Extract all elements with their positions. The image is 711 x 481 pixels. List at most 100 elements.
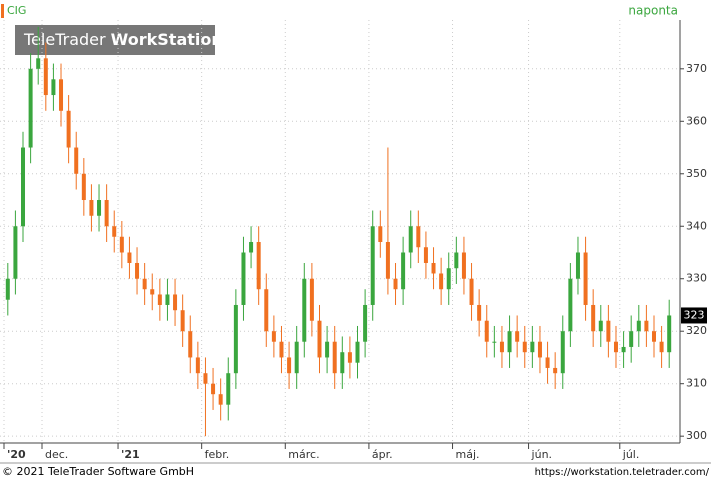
candle-body xyxy=(127,252,132,263)
candle-body xyxy=(195,357,200,374)
y-tick-label: 320 xyxy=(686,324,707,337)
candle-body xyxy=(651,331,656,342)
candle-body xyxy=(309,278,314,321)
candle-body xyxy=(492,341,497,343)
x-tick-label: jún. xyxy=(531,448,553,461)
candle-body xyxy=(340,352,345,374)
candle-body xyxy=(74,147,79,174)
x-tick-label: dec. xyxy=(45,448,68,461)
candle-body xyxy=(446,268,451,290)
candle-body xyxy=(211,383,216,395)
candle-body xyxy=(416,226,421,248)
candle-body xyxy=(522,341,527,353)
candle-body xyxy=(568,278,573,332)
candle-body xyxy=(233,304,238,374)
candle-body xyxy=(439,273,444,290)
last-price-box xyxy=(681,307,707,324)
y-tick-label: 310 xyxy=(686,377,707,390)
candle-body xyxy=(287,357,292,374)
y-tick-label: 370 xyxy=(686,62,707,75)
candle-body xyxy=(606,320,611,342)
candle-body xyxy=(5,278,10,300)
candle-body xyxy=(667,315,672,353)
candle-body xyxy=(218,394,223,405)
candle-body xyxy=(515,331,520,342)
candle-body xyxy=(385,241,390,279)
interval: naponta xyxy=(628,4,678,18)
candle-body xyxy=(43,58,48,96)
candle-body xyxy=(241,252,246,305)
y-tick-label: 340 xyxy=(686,219,707,232)
logo: TeleTrader WorkStation xyxy=(23,30,223,49)
candle-body xyxy=(598,320,603,332)
candle-body xyxy=(119,236,124,253)
candle-body xyxy=(112,226,117,237)
candle-body xyxy=(135,262,140,279)
last-price: 323 xyxy=(684,308,705,321)
candle-body xyxy=(226,373,231,405)
candle-body xyxy=(636,320,641,332)
candle-body xyxy=(537,341,542,358)
chart-title: CIG xyxy=(7,4,26,17)
candle-body xyxy=(408,226,413,253)
candle-body xyxy=(560,331,565,374)
candle-body xyxy=(81,173,86,201)
candle-body xyxy=(150,289,155,295)
x-tick-label: júl. xyxy=(622,448,640,461)
candle-body xyxy=(553,367,558,374)
candle-body xyxy=(97,200,102,216)
copyright: © 2021 TeleTrader Software GmbH xyxy=(2,465,194,478)
x-tick-label: ápr. xyxy=(372,448,393,461)
candle-body xyxy=(454,252,459,269)
candle-body xyxy=(279,341,284,358)
x-tick-label: '20 xyxy=(7,448,26,461)
candle-body xyxy=(484,320,489,342)
url: https://workstation.teletrader.com/ xyxy=(535,467,710,478)
candle-body xyxy=(173,294,178,311)
candle-body xyxy=(621,346,626,353)
candle-body xyxy=(302,278,307,342)
title-marker xyxy=(1,4,4,18)
candle-body xyxy=(629,331,634,347)
candle-body xyxy=(477,304,482,321)
candle-body xyxy=(21,147,26,227)
candle-body xyxy=(659,341,664,353)
candle-body xyxy=(370,226,375,305)
y-tick-label: 330 xyxy=(686,272,707,285)
candle-body xyxy=(256,241,261,290)
y-tick-label: 300 xyxy=(686,429,707,442)
candle-body xyxy=(188,331,193,358)
x-tick-label: márc. xyxy=(288,448,319,461)
candle-body xyxy=(66,110,71,148)
x-tick-label: febr. xyxy=(205,448,230,461)
candle-body xyxy=(36,58,41,69)
x-tick-label: '21 xyxy=(121,448,140,461)
candle-body xyxy=(51,79,56,96)
candle-body xyxy=(165,294,170,305)
candle-body xyxy=(613,341,618,353)
candle-body xyxy=(249,241,254,253)
candle-body xyxy=(401,252,406,290)
candle-body xyxy=(530,341,535,353)
candle-body xyxy=(355,341,360,363)
x-tick-label: máj. xyxy=(456,448,480,461)
candle-body xyxy=(431,262,436,274)
candle-body xyxy=(59,79,64,111)
candle-body xyxy=(271,331,276,342)
candle-body xyxy=(469,278,474,305)
candle-body xyxy=(294,341,299,374)
candle-body xyxy=(363,304,368,342)
candle-body xyxy=(507,331,512,353)
y-tick-label: 360 xyxy=(686,114,707,127)
candle-body xyxy=(104,200,109,227)
candle-body xyxy=(499,341,504,353)
candle-body xyxy=(332,341,337,374)
candle-body xyxy=(583,252,588,305)
y-tick-label: 350 xyxy=(686,167,707,180)
candle-body xyxy=(461,252,466,279)
candle-body xyxy=(347,352,352,363)
candle-body xyxy=(393,278,398,290)
candle-body xyxy=(423,247,428,263)
candle-body xyxy=(264,289,269,332)
